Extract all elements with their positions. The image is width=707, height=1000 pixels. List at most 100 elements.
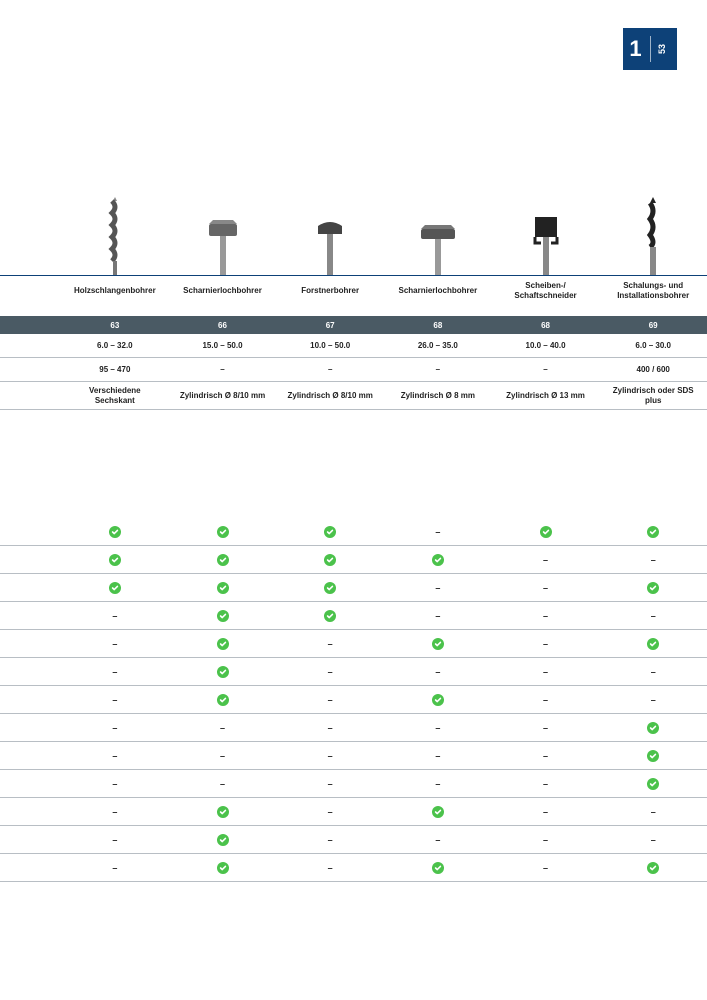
check-cell	[169, 666, 277, 678]
check-icon	[217, 610, 229, 622]
check-cell	[599, 526, 707, 538]
check-icon	[432, 554, 444, 566]
check-icon	[324, 582, 336, 594]
drill-twist-icon	[601, 195, 705, 275]
spec-cell: Zylindrisch Ø 8 mm	[384, 387, 492, 405]
check-cell: –	[276, 667, 384, 677]
check-row: –––––	[0, 770, 707, 798]
check-cell	[599, 862, 707, 874]
check-icon	[109, 526, 121, 538]
check-cell	[384, 694, 492, 706]
check-cell: –	[169, 723, 277, 733]
check-cell: –	[61, 723, 169, 733]
check-icon	[217, 526, 229, 538]
check-cell: –	[61, 807, 169, 817]
check-cell: –	[492, 779, 600, 789]
check-icon	[217, 806, 229, 818]
check-cell	[384, 554, 492, 566]
spec-cell: –	[492, 361, 600, 379]
check-cell	[384, 638, 492, 650]
check-row: ––––	[0, 798, 707, 826]
spec-cell: Zylindrisch Ø 13 mm	[492, 387, 600, 405]
product-col-6	[599, 195, 707, 275]
check-cell: –	[599, 695, 707, 705]
check-row: ––	[0, 546, 707, 574]
check-icon	[540, 526, 552, 538]
check-cell	[276, 582, 384, 594]
check-icon	[217, 834, 229, 846]
check-cell: –	[492, 695, 600, 705]
check-cell: –	[492, 863, 600, 873]
check-icon	[217, 554, 229, 566]
product-col-3	[276, 195, 384, 275]
check-cell	[169, 526, 277, 538]
check-cell: –	[384, 667, 492, 677]
product-image-row	[0, 195, 707, 275]
check-icon	[647, 722, 659, 734]
spec-cell: 6.0 – 32.0	[61, 337, 169, 355]
check-cell	[169, 638, 277, 650]
check-icon	[217, 694, 229, 706]
check-row: –––––	[0, 826, 707, 854]
check-cell	[276, 554, 384, 566]
check-cell: –	[276, 751, 384, 761]
check-cell: –	[599, 611, 707, 621]
check-cell	[599, 778, 707, 790]
check-cell	[276, 526, 384, 538]
check-cell: –	[276, 639, 384, 649]
check-cell: –	[61, 835, 169, 845]
page-ref: 68	[492, 321, 600, 330]
check-icon	[647, 778, 659, 790]
page-ref: 67	[276, 321, 384, 330]
check-cell	[599, 638, 707, 650]
check-cell: –	[492, 807, 600, 817]
main-content: Holzschlangenbohrer Scharnierlochbohrer …	[0, 195, 707, 882]
spec-cell: VerschiedeneSechskant	[61, 382, 169, 409]
check-cell	[169, 694, 277, 706]
spec-cell: –	[276, 361, 384, 379]
spec-cell: 10.0 – 40.0	[492, 337, 600, 355]
product-name: Holzschlangenbohrer	[63, 276, 167, 306]
check-row: –––	[0, 630, 707, 658]
check-icon	[432, 806, 444, 818]
check-matrix: ––––––––––––––––––––––––––––––––––––––––…	[0, 518, 707, 882]
check-cell: –	[61, 863, 169, 873]
check-row: –––	[0, 854, 707, 882]
product-col-1	[61, 195, 169, 275]
check-cell	[599, 722, 707, 734]
product-name: Scharnierlochbohrer	[171, 276, 275, 306]
check-cell	[169, 862, 277, 874]
check-cell	[169, 610, 277, 622]
drill-hinge-icon	[171, 195, 275, 275]
check-icon	[647, 638, 659, 650]
check-row: ––	[0, 574, 707, 602]
drill-plug-cutter-icon	[494, 195, 598, 275]
check-cell: –	[492, 555, 600, 565]
spec-cell: –	[384, 361, 492, 379]
drill-auger-icon	[63, 195, 167, 275]
product-name: Scheiben-/Schaftschneider	[494, 276, 598, 306]
check-cell	[599, 582, 707, 594]
check-cell: –	[61, 611, 169, 621]
check-cell	[384, 806, 492, 818]
check-cell: –	[169, 779, 277, 789]
check-cell: –	[61, 751, 169, 761]
check-cell	[169, 806, 277, 818]
page-number: 53	[651, 44, 671, 54]
check-cell: –	[61, 695, 169, 705]
product-col-4	[384, 195, 492, 275]
spec-cell: Zylindrisch oder SDSplus	[599, 382, 707, 409]
spec-cell: 400 / 600	[599, 361, 707, 379]
product-col-2	[169, 195, 277, 275]
check-icon	[324, 554, 336, 566]
check-icon	[647, 750, 659, 762]
spec-cell: 15.0 – 50.0	[169, 337, 277, 355]
check-icon	[647, 582, 659, 594]
check-cell	[61, 554, 169, 566]
check-row: ––––	[0, 686, 707, 714]
check-cell	[169, 582, 277, 594]
check-icon	[109, 582, 121, 594]
spec-row: 6.0 – 32.0 15.0 – 50.0 10.0 – 50.0 26.0 …	[0, 334, 707, 358]
check-cell: –	[384, 751, 492, 761]
check-cell: –	[384, 611, 492, 621]
